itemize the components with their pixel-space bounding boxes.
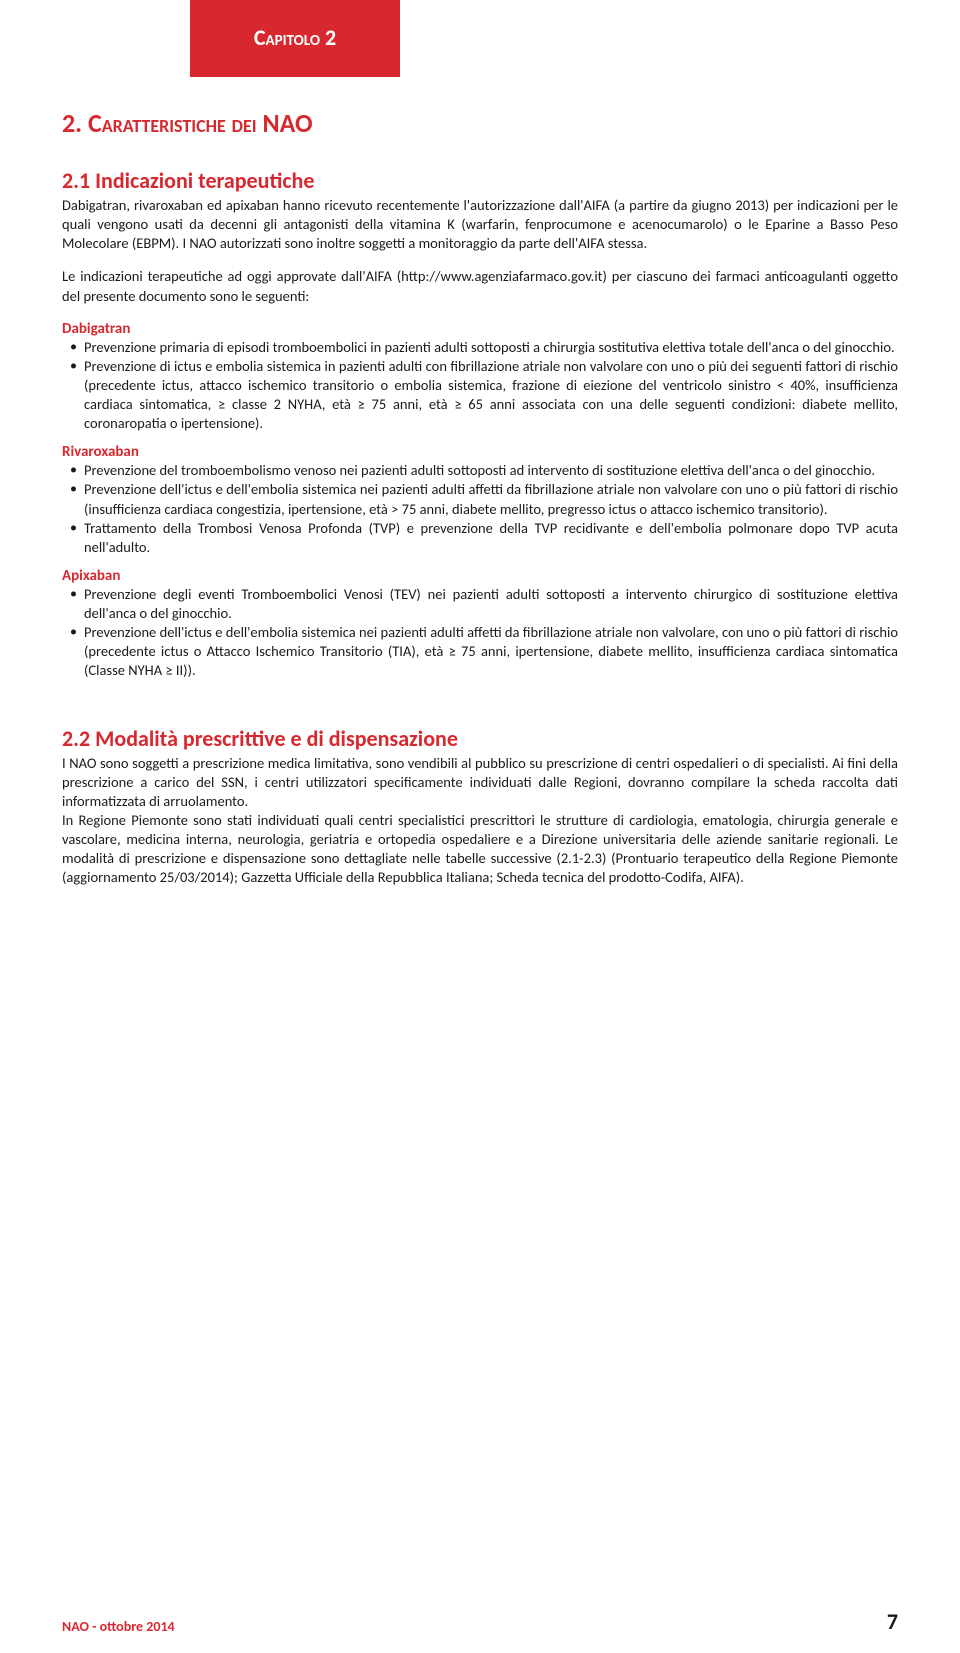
- drug-list-dabigatran: Prevenzione primaria di episodi tromboem…: [62, 338, 898, 434]
- section2-para1: I NAO sono soggetti a prescrizione medic…: [62, 754, 898, 811]
- drug-name-apixaban: Apixaban: [62, 567, 898, 585]
- drug-list-apixaban: Prevenzione degli eventi Tromboembolici …: [62, 585, 898, 681]
- list-item: Prevenzione del tromboembolismo venoso n…: [62, 461, 898, 480]
- chapter-title: 2. Caratteristiche dei NAO: [62, 107, 898, 139]
- page-footer: NAO - ottobre 2014 7: [62, 1608, 898, 1635]
- page-number: 7: [887, 1608, 898, 1635]
- list-item: Prevenzione dell'ictus e dell'embolia si…: [62, 480, 898, 518]
- drug-list-rivaroxaban: Prevenzione del tromboembolismo venoso n…: [62, 461, 898, 557]
- section2-para2: In Regione Piemonte sono stati individua…: [62, 811, 898, 888]
- list-item: Prevenzione dell'ictus e dell'embolia si…: [62, 623, 898, 680]
- chapter-tab: Capitolo 2: [190, 0, 400, 77]
- list-item: Prevenzione di ictus e embolia sistemica…: [62, 357, 898, 434]
- footer-left: NAO - ottobre 2014: [62, 1618, 175, 1635]
- list-item: Prevenzione degli eventi Tromboembolici …: [62, 585, 898, 623]
- list-item: Trattamento della Trombosi Venosa Profon…: [62, 519, 898, 557]
- list-item: Prevenzione primaria di episodi tromboem…: [62, 338, 898, 357]
- section1-para2: Le indicazioni terapeutiche ad oggi appr…: [62, 267, 898, 305]
- page-content: 2. Caratteristiche dei NAO 2.1 Indicazio…: [0, 77, 960, 887]
- section1-para1: Dabigatran, rivaroxaban ed apixaban hann…: [62, 196, 898, 253]
- drug-name-rivaroxaban: Rivaroxaban: [62, 443, 898, 461]
- section-title-2: 2.2 Modalità prescrittive e di dispensaz…: [62, 725, 898, 752]
- drug-name-dabigatran: Dabigatran: [62, 320, 898, 338]
- section-title-1: 2.1 Indicazioni terapeutiche: [62, 167, 898, 194]
